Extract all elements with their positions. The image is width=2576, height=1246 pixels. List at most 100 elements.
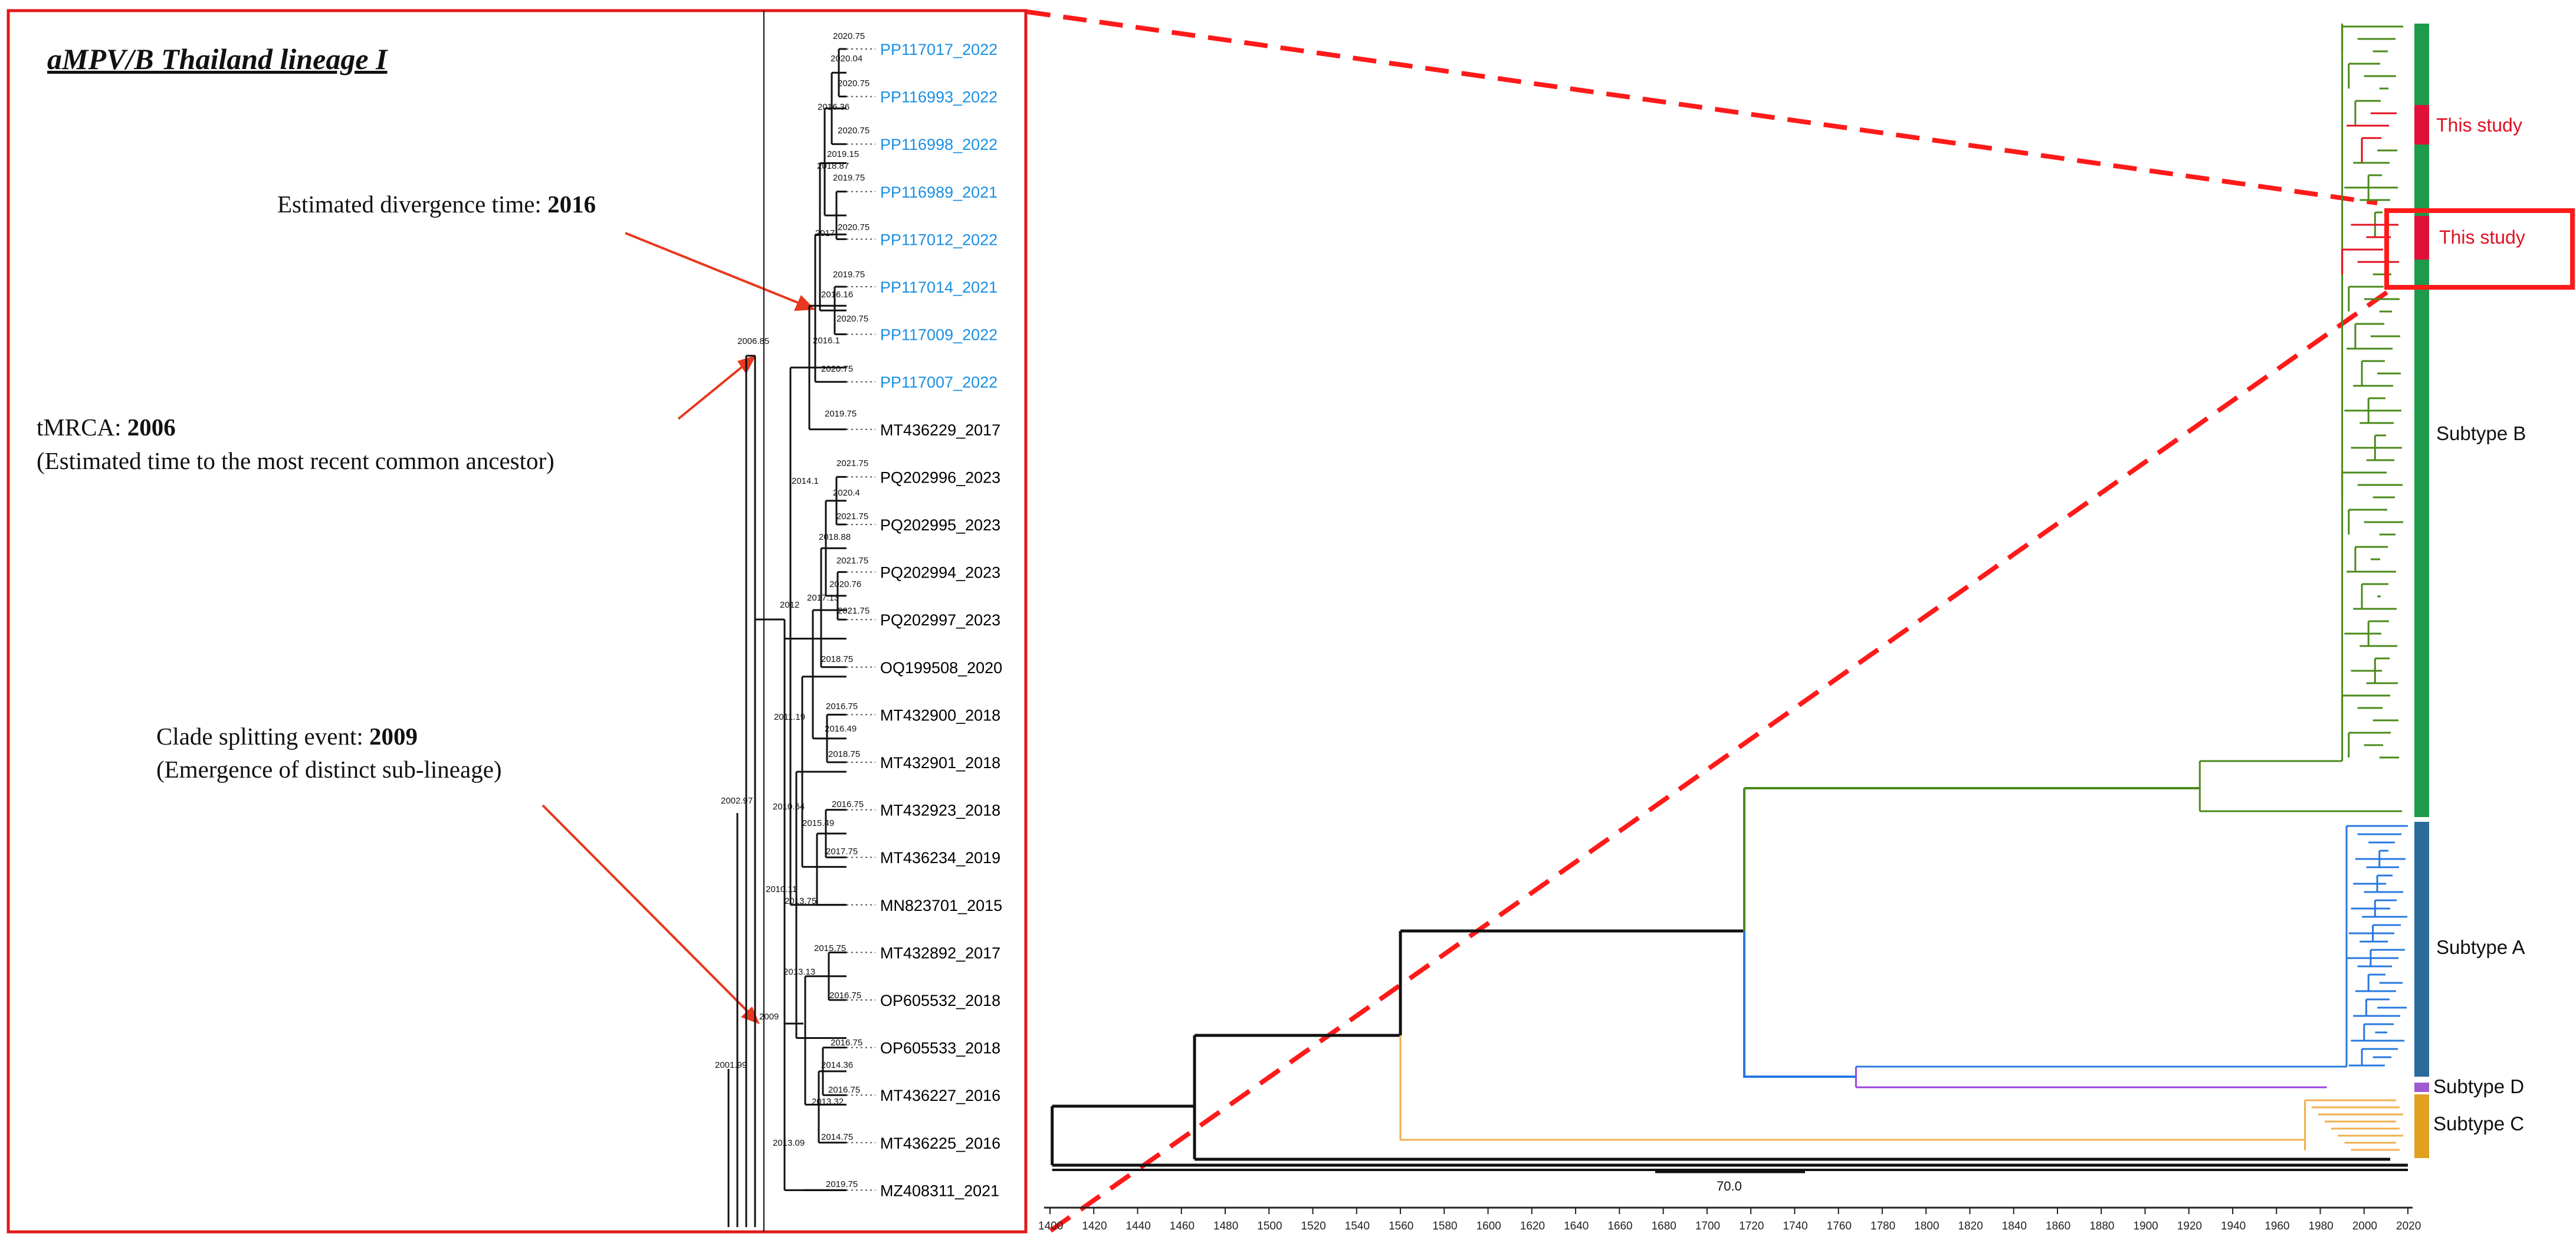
subtype-d-branch xyxy=(1855,1065,2347,1088)
lineage-tree xyxy=(727,11,846,1232)
node-label: 2009 xyxy=(759,1012,779,1022)
tip-label: MT436227_2016 xyxy=(880,1087,1000,1104)
tip-label: OP605533_2018 xyxy=(880,1040,1000,1057)
this-study-bar-1 xyxy=(2414,105,2429,145)
node-label: 2014.1 xyxy=(792,476,819,486)
axis-tick-label: 1440 xyxy=(1126,1220,1151,1232)
node-label: 2017 xyxy=(815,228,835,238)
tip-label: PP117009_2022 xyxy=(880,326,997,344)
node-label: 2019.15 xyxy=(827,149,859,159)
time-axis: 1400 1420 1440 1460 1480 1500 1520 1540 1560 1580… xyxy=(1038,1206,2421,1232)
axis-tick-label: 1520 xyxy=(1301,1220,1326,1232)
node-label: 2020.04 xyxy=(831,54,862,64)
subtype-a-label: Subtype A xyxy=(2436,936,2525,958)
tree-stem xyxy=(727,355,785,1227)
full-tree xyxy=(1051,24,2408,1171)
node-label: 2020.75 xyxy=(838,78,869,88)
root-branch xyxy=(1399,929,1744,1035)
subtype-c-bar xyxy=(2414,1094,2429,1158)
node-label: 2016.75 xyxy=(829,991,861,1001)
node-label: 2018.87 xyxy=(817,161,849,171)
node-label: 2021.75 xyxy=(836,511,868,522)
tip-label: MT436234_2019 xyxy=(880,849,1000,867)
clade-split-note: (Emergence of distinct sub-lineage) xyxy=(156,756,502,783)
tip-label: OQ199508_2020 xyxy=(880,659,1002,677)
tmrca-arrow xyxy=(677,360,750,420)
axis-tick-label: 1540 xyxy=(1345,1220,1370,1232)
tip-label: PP116989_2021 xyxy=(880,183,997,201)
node-label: 2015.75 xyxy=(814,943,846,953)
axis-tick-label: 1940 xyxy=(2221,1220,2246,1232)
tip-label: MZ408311_2021 xyxy=(880,1182,999,1199)
node-label: 2016.1 xyxy=(813,336,840,346)
full-tree-panel: This study This study Subtype B Subtype … xyxy=(1038,24,2575,1232)
axis-tick-label: 1840 xyxy=(2002,1220,2027,1232)
axis-tick-label: 1480 xyxy=(1213,1220,1238,1232)
axis-tick-label: 1660 xyxy=(1607,1220,1632,1232)
node-label: 2020.75 xyxy=(836,314,868,324)
node-label: 2017.75 xyxy=(826,847,858,857)
tip-label: OP605532_2018 xyxy=(880,992,1000,1009)
axis-tick-label: 1820 xyxy=(1958,1220,1983,1232)
this-study-label-2: This study xyxy=(2439,227,2525,248)
axis-tick-label: 1980 xyxy=(2308,1220,2333,1232)
tip-label: PQ202994_2023 xyxy=(880,564,1000,582)
node-label: 2018.88 xyxy=(819,532,851,542)
node-label: 2019.75 xyxy=(833,173,865,183)
tip-label: MT432892_2017 xyxy=(880,944,1000,962)
axis-tick-label: 1700 xyxy=(1695,1220,1720,1232)
lineage-tip-leaders xyxy=(846,48,875,1191)
divergence-arrow xyxy=(625,232,809,308)
node-label: 2016.75 xyxy=(832,799,864,809)
node-label: 2014.36 xyxy=(821,1060,853,1070)
subtype-b-label: Subtype B xyxy=(2436,422,2526,444)
axis-tick-label: 1720 xyxy=(1739,1220,1764,1232)
tip-label: PP117012_2022 xyxy=(880,231,997,248)
node-label: 2018.75 xyxy=(821,654,853,664)
tip-label: PQ202996_2023 xyxy=(880,468,1000,486)
axis-tick-label: 1500 xyxy=(1257,1220,1282,1232)
axis-tick-label: 1400 xyxy=(1038,1220,1063,1232)
callout-line-bottom xyxy=(1049,284,2397,1233)
axis-tick-label: 1760 xyxy=(1827,1220,1852,1232)
axis-tick-label: 1680 xyxy=(1652,1220,1676,1232)
lineage-node-labels: 2020.75 2020.04 2020.75 2016.36 2020.75 2019.… xyxy=(715,31,869,1189)
tip-label: MT436229_2017 xyxy=(880,421,1000,439)
lineage-tip-labels: PP117017_2022 PP116993_2022 PP116998_2022 P… xyxy=(880,41,1002,1199)
tip-label: PP117017_2022 xyxy=(880,41,997,58)
axis-tick-label: 1900 xyxy=(2133,1220,2158,1232)
subtype-a-bar xyxy=(2414,822,2429,1077)
tip-label: PP116993_2022 xyxy=(880,88,997,106)
tip-label: MT432901_2018 xyxy=(880,754,1000,772)
tip-label: MN823701_2015 xyxy=(880,897,1002,914)
this-study-bar-2 xyxy=(2414,216,2429,260)
node-label: 2018.75 xyxy=(828,749,860,759)
node-label: 2013.75 xyxy=(785,896,816,906)
scale-bar-label: 70.0 xyxy=(1717,1179,1742,1193)
node-label: 2019.75 xyxy=(833,270,865,280)
clade-split-arrow xyxy=(542,804,753,1017)
node-label: 2021.75 xyxy=(838,606,869,616)
lineage-title: aMPV/B Thailand lineage I xyxy=(47,42,388,76)
tip-label: PP117007_2022 xyxy=(880,373,997,391)
subtype-d-label: Subtype D xyxy=(2433,1076,2524,1097)
tip-label: MT432923_2018 xyxy=(880,802,1000,819)
callout-line-top xyxy=(1026,9,2378,205)
axis-tick-label: 1460 xyxy=(1170,1220,1195,1232)
subtype-c-branch xyxy=(1399,1035,2305,1141)
node-label: 2020.75 xyxy=(833,31,865,41)
axis-tick-label: 1740 xyxy=(1783,1220,1807,1232)
node-label: 2006.85 xyxy=(737,336,769,346)
node-label: 2020.75 xyxy=(821,364,853,374)
node-label: 2002.97 xyxy=(721,796,753,806)
subtype-c-label: Subtype C xyxy=(2433,1113,2524,1134)
axis-tick-label: 1800 xyxy=(1914,1220,1939,1232)
axis-tick-label: 1600 xyxy=(1476,1220,1501,1232)
axis-tick-label: 1640 xyxy=(1564,1220,1589,1232)
node-label: 2020.76 xyxy=(829,579,861,589)
clade-split-annotation: Clade splitting event: 2009 xyxy=(156,723,418,750)
node-label: 2016.49 xyxy=(825,724,857,734)
node-label: 2020.75 xyxy=(838,222,869,232)
lineage-panel-frame xyxy=(6,9,1028,1234)
node-label: 2021.75 xyxy=(836,556,868,566)
